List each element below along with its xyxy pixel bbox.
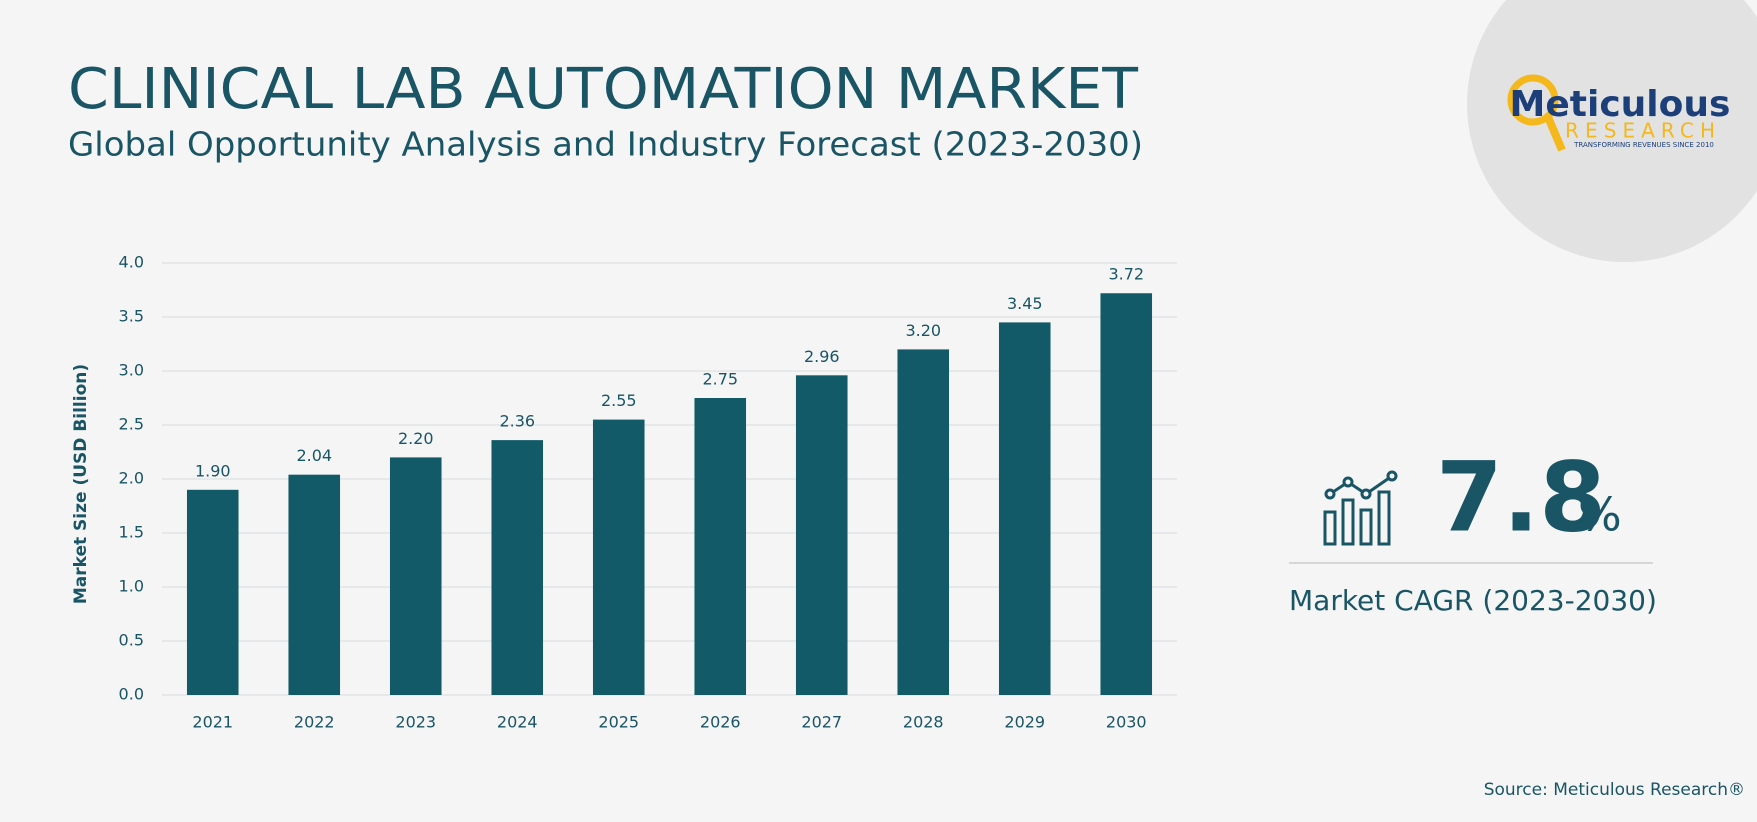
bar <box>694 398 747 695</box>
data-label: 2.04 <box>296 446 332 465</box>
data-label: 1.90 <box>195 461 231 480</box>
data-label: 2.20 <box>398 429 434 448</box>
x-tick-label: 2026 <box>700 713 741 732</box>
chart-subtitle: Global Opportunity Analysis and Industry… <box>68 125 1143 164</box>
data-label: 2.75 <box>702 370 738 389</box>
x-tick-label: 2024 <box>497 713 538 732</box>
x-tick-label: 2029 <box>1004 713 1045 732</box>
x-tick-label: 2028 <box>903 713 944 732</box>
logo-name: Meticulous <box>1510 84 1731 125</box>
bar <box>389 457 442 695</box>
logo-tagline: TRANSFORMING REVENUES SINCE 2010 <box>1573 141 1714 149</box>
cagr-value: 7.8 <box>1436 441 1606 553</box>
logo-circle <box>1467 0 1757 262</box>
cagr-label: Market CAGR (2023-2030) <box>1289 584 1657 617</box>
y-tick-label: 1.0 <box>119 577 144 596</box>
bar <box>186 489 239 695</box>
y-tick-label: 3.0 <box>119 361 144 380</box>
data-label: 2.96 <box>804 347 840 366</box>
x-tick-label: 2027 <box>801 713 842 732</box>
cagr-symbol: % <box>1578 488 1622 542</box>
y-axis-label: Market Size (USD Billion) <box>71 364 91 604</box>
y-tick-label: 2.5 <box>119 415 144 434</box>
data-label: 2.36 <box>499 412 535 431</box>
bar <box>897 349 950 695</box>
y-tick-label: 3.5 <box>119 307 144 326</box>
logo-mark <box>1507 74 1559 126</box>
data-label: 3.72 <box>1108 265 1144 284</box>
x-tick-label: 2021 <box>192 713 233 732</box>
chart-title: CLINICAL LAB AUTOMATION MARKET <box>68 57 1139 122</box>
x-tick-label: 2023 <box>395 713 436 732</box>
bar <box>1100 293 1153 695</box>
y-tick-label: 4.0 <box>119 253 144 272</box>
y-tick-label: 0.5 <box>119 631 144 650</box>
data-label: 3.20 <box>905 321 941 340</box>
bar <box>491 440 544 695</box>
x-tick-label: 2025 <box>598 713 639 732</box>
logo-mark <box>1544 115 1566 152</box>
y-tick-label: 1.5 <box>119 523 144 542</box>
y-tick-label: 0.0 <box>119 685 144 704</box>
bar <box>998 322 1051 695</box>
source: Source: Meticulous Research® <box>1484 780 1745 800</box>
y-tick-label: 2.0 <box>119 469 144 488</box>
bar <box>795 375 848 695</box>
bar <box>288 474 341 695</box>
data-label: 2.55 <box>601 391 637 410</box>
bar <box>592 419 645 695</box>
x-tick-label: 2022 <box>294 713 335 732</box>
x-tick-label: 2030 <box>1106 713 1147 732</box>
data-label: 3.45 <box>1007 294 1043 313</box>
cagr-icon <box>1323 470 1398 546</box>
